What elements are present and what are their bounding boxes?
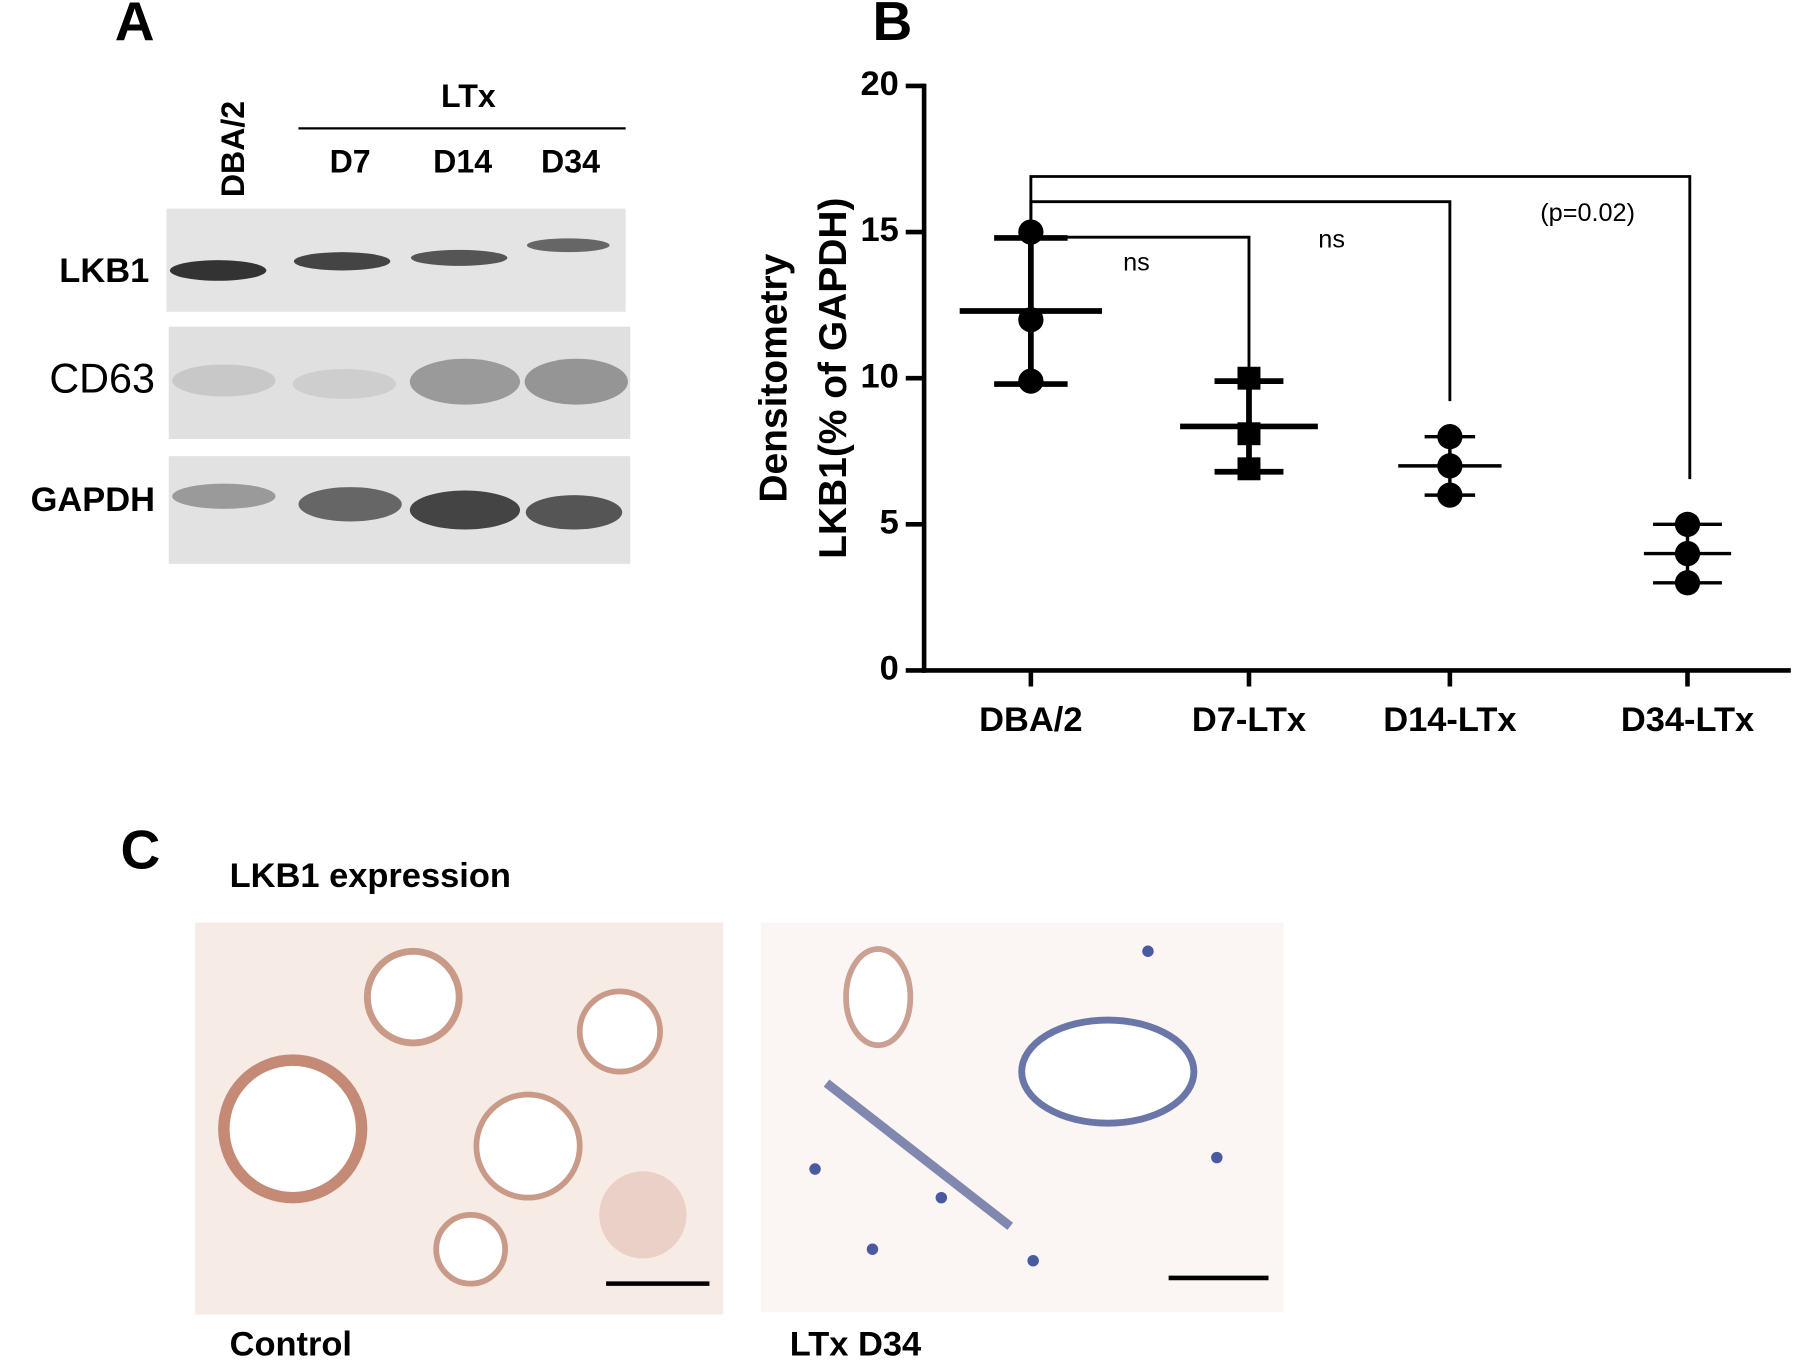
panel-label: B (872, 0, 912, 52)
lane-label: D7 (330, 143, 371, 179)
error-bar (994, 235, 1068, 387)
lane-label: D14 (433, 143, 492, 179)
x-tick-label: DBA/2 (979, 701, 1082, 739)
significance-bracket (1030, 235, 1251, 382)
y-tick-label: 0 (880, 650, 899, 688)
image-caption: LTx D34 (790, 1326, 921, 1364)
annotation: (p=0.02) (1540, 199, 1635, 227)
panel-title: LKB1 expression (230, 857, 511, 895)
y-tick-label: 20 (861, 65, 899, 103)
y-axis-label: LKB1(% of GAPDH) (812, 198, 855, 559)
lane-label: DBA/2 (215, 101, 251, 197)
row-label: GAPDH (31, 481, 155, 519)
x-tick-label: D14-LTx (1383, 701, 1516, 739)
error-bar (1214, 378, 1284, 475)
panel-label: A (115, 0, 155, 52)
error-bar (1653, 522, 1722, 585)
x-tick-label: D34-LTx (1621, 701, 1754, 739)
image-caption: Control (230, 1326, 352, 1364)
annotation: ns (1318, 225, 1345, 253)
error-bar (1424, 434, 1476, 497)
y-tick-label: 15 (861, 211, 899, 249)
y-tick-label: 10 (861, 357, 899, 395)
row-label: LKB1 (59, 252, 149, 290)
x-tick-label: D7-LTx (1192, 701, 1306, 739)
histology-image (195, 922, 724, 1315)
annotation: ns (1123, 248, 1150, 276)
significance-bracket (1029, 175, 1692, 480)
row-label: CD63 (49, 356, 155, 402)
histology-image (761, 922, 1284, 1313)
chart: B Densitometry LKB1(% of GAPDH) 0 5 10 15 20 DBA… (752, 0, 1791, 739)
panel-label: C (121, 818, 161, 880)
y-tick-label: 5 (880, 503, 899, 541)
western-blot (166, 127, 631, 564)
y-axis-label: Densitometry (752, 253, 795, 502)
group-label: LTx (441, 78, 496, 114)
lane-label: D34 (541, 143, 600, 179)
